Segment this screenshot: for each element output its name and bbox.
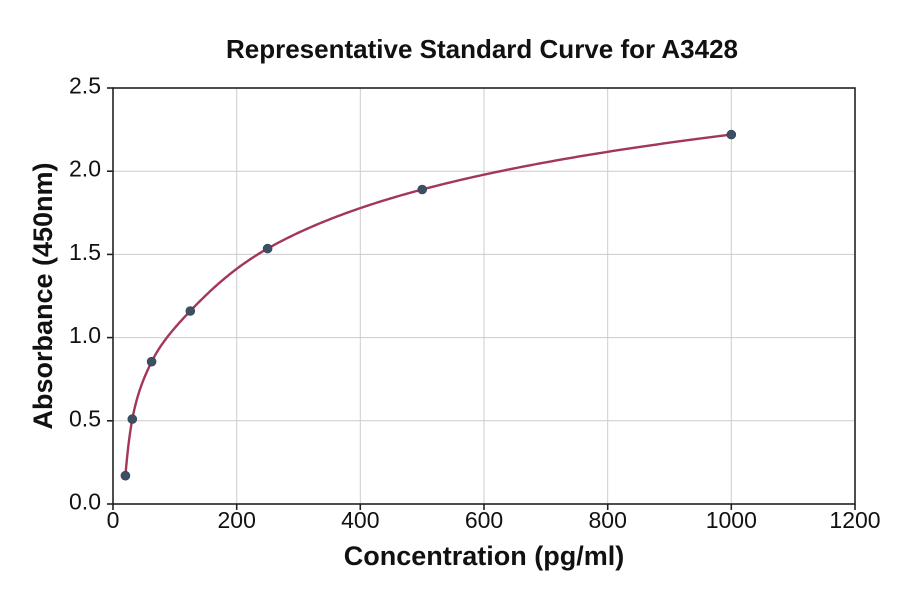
svg-text:1.0: 1.0 bbox=[69, 322, 101, 348]
svg-text:Concentration (pg/ml): Concentration (pg/ml) bbox=[344, 541, 624, 571]
svg-text:0.0: 0.0 bbox=[69, 489, 101, 515]
svg-text:2.5: 2.5 bbox=[69, 73, 101, 99]
svg-text:2.0: 2.0 bbox=[69, 156, 101, 182]
svg-text:200: 200 bbox=[218, 507, 256, 533]
svg-text:400: 400 bbox=[341, 507, 379, 533]
svg-text:600: 600 bbox=[465, 507, 503, 533]
svg-text:1.5: 1.5 bbox=[69, 239, 101, 265]
svg-text:0: 0 bbox=[107, 507, 120, 533]
svg-text:1000: 1000 bbox=[706, 507, 757, 533]
svg-text:Absorbance (450nm): Absorbance (450nm) bbox=[28, 162, 58, 429]
svg-text:0.5: 0.5 bbox=[69, 405, 101, 431]
svg-text:800: 800 bbox=[589, 507, 627, 533]
svg-text:1200: 1200 bbox=[829, 507, 880, 533]
